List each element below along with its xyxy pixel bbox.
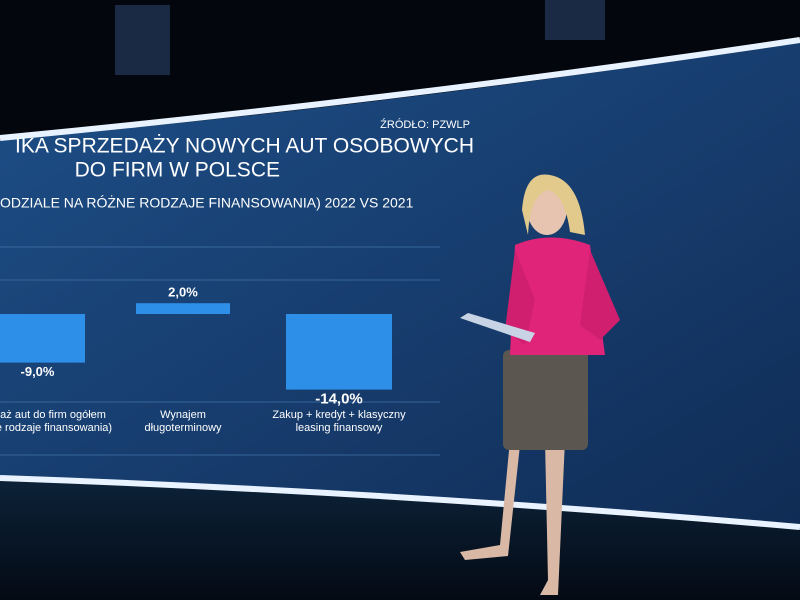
category-label: Zakup + kredyt + klasyczny bbox=[272, 409, 406, 421]
category-label: leasing finansowy bbox=[296, 422, 383, 434]
source: ŹRÓDŁO: PZWLP bbox=[380, 118, 470, 131]
category-label: daż aut do firm ogółem bbox=[0, 409, 106, 421]
value-label: -14,0% bbox=[315, 391, 363, 408]
bar bbox=[136, 303, 230, 314]
screen-rules bbox=[0, 246, 440, 456]
presenter bbox=[460, 174, 620, 595]
bar bbox=[0, 314, 85, 363]
screen bbox=[0, 42, 800, 525]
light-strip-bottom bbox=[0, 475, 800, 530]
category-label: długoterminowy bbox=[144, 422, 222, 434]
chart-title: IKA SPRZEDAŻY NOWYCH AUT OSOBOWYCH bbox=[15, 135, 474, 158]
chart-title: DO FIRM W POLSCE bbox=[75, 159, 280, 182]
studio-light bbox=[545, 0, 605, 40]
value-label: -9,0% bbox=[21, 364, 55, 379]
chart-subtitle: ODZIALE NA RÓŻNE RODZAJE FINANSOWANIA) 2… bbox=[0, 194, 414, 211]
studio-light bbox=[115, 5, 170, 75]
category-label: kie rodzaje finansowania) bbox=[0, 422, 112, 434]
bar bbox=[286, 314, 392, 390]
value-label: 2,0% bbox=[168, 285, 198, 300]
light-strip-top bbox=[0, 37, 800, 141]
category-label: Wynajem bbox=[160, 409, 206, 421]
